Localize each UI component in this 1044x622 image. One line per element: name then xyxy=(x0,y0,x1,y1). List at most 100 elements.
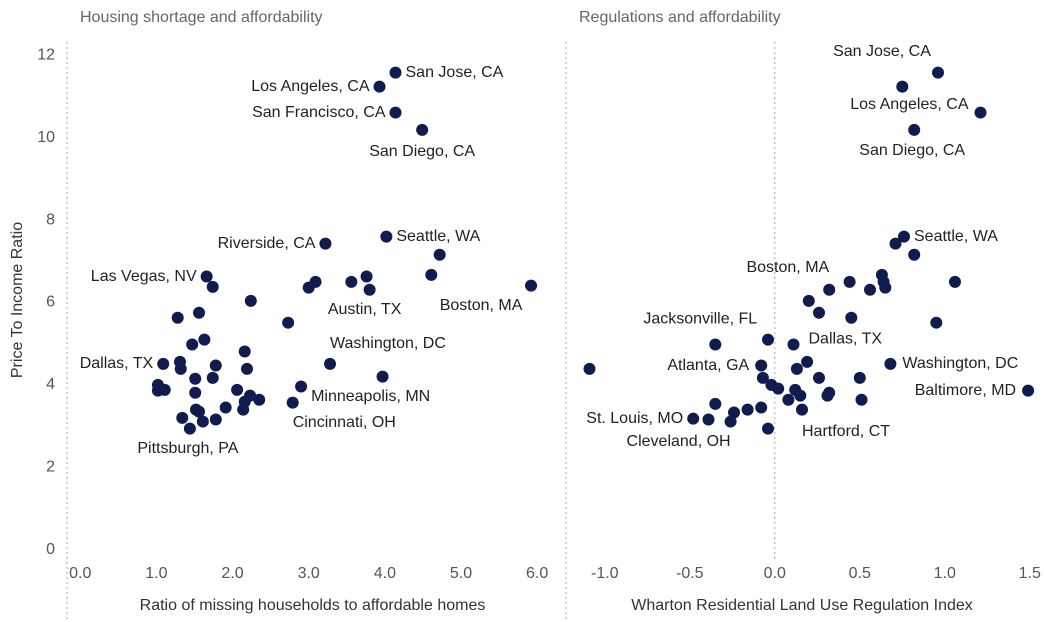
point-label: Los Angeles, CA xyxy=(850,96,969,113)
point-label: Washington, DC xyxy=(902,355,1018,372)
point-label: Riverside, CA xyxy=(218,235,316,252)
point xyxy=(949,275,961,288)
point xyxy=(196,415,209,428)
point xyxy=(796,403,808,416)
point xyxy=(433,248,446,261)
point-label: Austin, TX xyxy=(328,301,402,318)
x-tick-label: 0.0 xyxy=(764,565,786,582)
point xyxy=(416,123,429,136)
point xyxy=(724,415,737,428)
point xyxy=(525,279,538,292)
point xyxy=(583,362,596,375)
x-tick-label: 6.0 xyxy=(526,565,548,582)
point xyxy=(295,380,308,393)
point-label: Los Angeles, CA xyxy=(251,78,370,95)
point-label: Seattle, WA xyxy=(396,228,480,245)
point xyxy=(174,362,187,375)
point xyxy=(843,275,856,288)
point xyxy=(363,283,376,296)
point xyxy=(845,311,858,324)
point xyxy=(157,357,170,370)
point xyxy=(930,316,943,329)
point xyxy=(189,372,202,385)
point-label: San Jose, CA xyxy=(406,64,504,81)
point-label: Dallas, TX xyxy=(809,331,883,348)
point-label: Hartford, CT xyxy=(802,423,890,440)
point-label: Dallas, TX xyxy=(80,355,154,372)
point xyxy=(183,422,196,435)
point-label: Cleveland, OH xyxy=(627,433,731,450)
point xyxy=(756,371,769,384)
point xyxy=(373,80,386,93)
x-tick-label: 2.0 xyxy=(221,565,243,582)
point xyxy=(908,123,921,136)
y-tick-label: 0 xyxy=(46,541,55,558)
y-tick-label: 8 xyxy=(46,211,55,228)
y-tick-label: 2 xyxy=(46,459,55,476)
point xyxy=(782,393,795,406)
point xyxy=(864,283,876,296)
point-label: Atlanta, GA xyxy=(667,357,749,374)
point xyxy=(772,382,785,395)
point xyxy=(762,422,774,435)
x-tick-label: 1.0 xyxy=(145,565,167,582)
x-axis-label: Wharton Residential Land Use Regulation … xyxy=(631,597,973,614)
point xyxy=(389,66,402,79)
point-label: Jacksonville, FL xyxy=(643,311,757,328)
point xyxy=(889,237,902,250)
point xyxy=(802,294,815,307)
point xyxy=(855,393,868,406)
point xyxy=(193,306,206,319)
point xyxy=(755,359,768,372)
point-label: Cincinnati, OH xyxy=(293,414,396,431)
point-label: Boston, MA xyxy=(746,259,829,276)
point-label: Boston, MA xyxy=(440,297,523,314)
point xyxy=(813,306,825,319)
y-tick-label: 6 xyxy=(46,294,55,311)
point xyxy=(380,230,393,243)
point xyxy=(206,371,219,384)
point-label: Seattle, WA xyxy=(914,228,998,245)
point xyxy=(345,275,358,288)
point-label: Baltimore, MD xyxy=(915,382,1016,399)
x-tick-label: 5.0 xyxy=(450,565,472,582)
point xyxy=(302,281,315,294)
point xyxy=(702,413,715,426)
point xyxy=(171,311,184,324)
y-tick-label: 4 xyxy=(46,376,55,393)
point xyxy=(425,268,438,281)
point xyxy=(932,66,944,79)
point xyxy=(238,345,251,358)
point-label: San Diego, CA xyxy=(859,142,965,159)
x-tick-label: 1.5 xyxy=(1019,565,1041,582)
point xyxy=(709,338,722,351)
point xyxy=(908,248,921,261)
point xyxy=(206,280,219,293)
point xyxy=(176,411,189,424)
y-tick-label: 10 xyxy=(37,129,55,146)
point xyxy=(209,359,222,372)
point xyxy=(231,383,244,396)
point xyxy=(898,230,910,243)
point xyxy=(244,294,257,307)
y-axis-label: Price To Income Ratio xyxy=(9,222,26,378)
point xyxy=(319,237,332,250)
point-label: Pittsburgh, PA xyxy=(137,440,238,457)
x-axis-label: Ratio of missing households to affordabl… xyxy=(140,597,486,614)
point xyxy=(200,270,213,283)
x-tick-label: 0.5 xyxy=(849,565,871,582)
point-label: San Diego, CA xyxy=(369,143,475,160)
point-label: San Francisco, CA xyxy=(252,104,386,121)
x-tick-label: 0.0 xyxy=(69,565,91,582)
point xyxy=(687,412,700,425)
point xyxy=(189,386,202,399)
x-tick-label: 3.0 xyxy=(298,565,320,582)
y-tick-label: 12 xyxy=(37,47,55,64)
point xyxy=(801,355,814,368)
point xyxy=(360,270,373,283)
x-tick-label: -0.5 xyxy=(676,565,704,582)
point-label: Las Vegas, NV xyxy=(91,268,197,285)
point xyxy=(389,106,402,119)
point xyxy=(241,362,254,375)
